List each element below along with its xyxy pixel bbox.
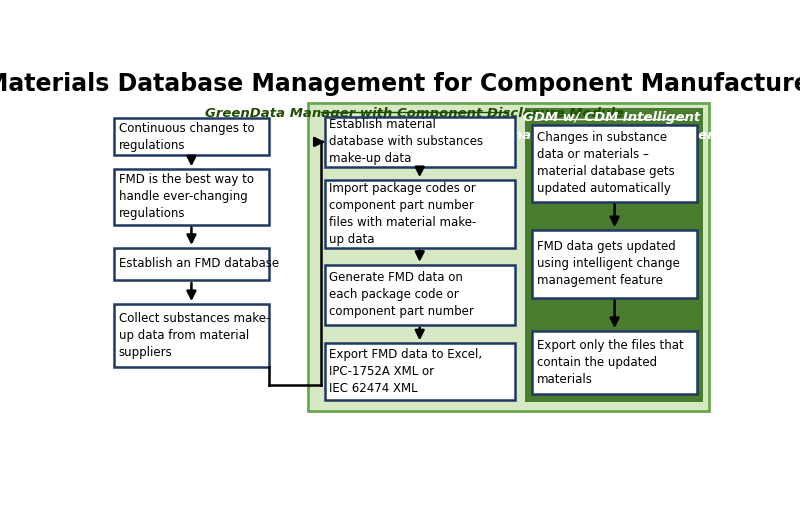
Text: Continuous changes to
regulations: Continuous changes to regulations	[118, 122, 254, 152]
Text: Import package codes or
component part number
files with material make-
up data: Import package codes or component part n…	[330, 182, 477, 246]
FancyBboxPatch shape	[114, 169, 269, 225]
FancyBboxPatch shape	[325, 265, 514, 325]
Text: Materials Database Management for Component Manufacturers: Materials Database Management for Compon…	[0, 72, 800, 96]
FancyBboxPatch shape	[325, 117, 514, 167]
FancyBboxPatch shape	[533, 331, 697, 394]
Text: FMD data gets updated
using intelligent change
management feature: FMD data gets updated using intelligent …	[537, 241, 680, 287]
FancyBboxPatch shape	[308, 103, 709, 411]
FancyBboxPatch shape	[525, 108, 703, 402]
Text: Export only the files that
contain the updated
materials: Export only the files that contain the u…	[537, 339, 684, 386]
Text: Collect substances make-
up data from material
suppliers: Collect substances make- up data from ma…	[118, 312, 270, 359]
FancyBboxPatch shape	[114, 304, 269, 367]
Text: Establish material
database with substances
make-up data: Establish material database with substan…	[330, 118, 483, 165]
FancyBboxPatch shape	[114, 118, 269, 155]
Text: Export FMD data to Excel,
IPC-1752A XML or
IEC 62474 XML: Export FMD data to Excel, IPC-1752A XML …	[330, 348, 482, 395]
FancyBboxPatch shape	[325, 343, 514, 400]
Text: Changes in substance
data or materials –
material database gets
updated automati: Changes in substance data or materials –…	[537, 131, 675, 195]
FancyBboxPatch shape	[325, 180, 514, 248]
FancyBboxPatch shape	[114, 248, 269, 280]
FancyBboxPatch shape	[533, 124, 697, 202]
Text: FMD is the best way to
handle ever-changing
regulations: FMD is the best way to handle ever-chang…	[118, 174, 254, 221]
Text: Establish an FMD database: Establish an FMD database	[118, 258, 278, 270]
Text: GreenData Manager with Component Disclosure Module
(GDM w/ CDM): GreenData Manager with Component Disclos…	[206, 107, 624, 138]
FancyBboxPatch shape	[533, 230, 697, 298]
Text: GDM w/ CDM Intelligent
Change Management System: GDM w/ CDM Intelligent Change Management…	[502, 111, 721, 142]
Text: Generate FMD data on
each package code or
component part number: Generate FMD data on each package code o…	[330, 271, 474, 318]
